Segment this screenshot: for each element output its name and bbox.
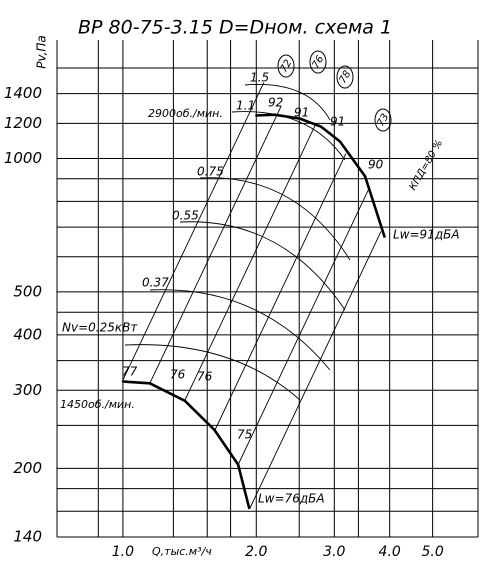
chart-title: ВР 80-75-3.15 D=Dном. схема 1: [78, 17, 392, 39]
annotation: 91: [330, 115, 345, 129]
y-axis-label: Pv,Па: [35, 35, 49, 69]
label-circle: [309, 50, 327, 74]
annotation: 91: [294, 106, 309, 120]
diagonal-line: [214, 153, 347, 431]
y-tick-label: 1400: [4, 84, 42, 102]
annotation: 0.55: [172, 209, 199, 223]
annotation: КПД=80 %: [408, 138, 446, 192]
y-tick-label: 400: [13, 325, 42, 343]
annotation: 77: [122, 365, 138, 379]
annotation: Nv=0.25кВт: [62, 321, 138, 335]
series-label: 2900об./мин.: [148, 107, 223, 120]
label-circle: [374, 108, 392, 132]
annotation: 75: [237, 428, 252, 442]
x-axis-label: Q,тыс.м³/ч: [152, 545, 212, 558]
annotation: 73: [375, 112, 391, 129]
y-tick-label: 500: [13, 282, 42, 300]
series-label: 1450об./мин.: [60, 398, 135, 411]
x-tick-label: 1.0: [112, 544, 134, 560]
annotation: Lw=76дБA: [258, 492, 325, 506]
power-arc: [179, 221, 346, 311]
power-arc: [149, 289, 331, 371]
diagonal-line: [237, 188, 370, 466]
label-circle: [336, 65, 354, 89]
annotation: 1.1: [236, 99, 255, 113]
annotation: 92: [268, 96, 283, 110]
curve: [255, 113, 387, 238]
y-tick-label: 1000: [4, 149, 42, 167]
annotation: 78: [337, 69, 353, 86]
diagonal-line: [121, 82, 265, 383]
annotation: 72: [278, 58, 294, 75]
power-arc: [231, 111, 346, 161]
annotation: Lw=91дБA: [393, 228, 460, 242]
power-arc: [199, 177, 351, 261]
power-arc: [124, 344, 301, 401]
annotation: 0.75: [197, 165, 224, 179]
label-circle: [277, 54, 295, 78]
x-tick-label: 2.0: [245, 544, 267, 560]
annotation: 0.37: [142, 276, 169, 290]
x-tick-label: 5.0: [421, 544, 443, 560]
annotation: 90: [368, 158, 384, 172]
diagonal-line: [184, 123, 317, 401]
y-tick-label: 300: [13, 381, 42, 399]
curve: [122, 380, 251, 510]
y-tick-label: 200: [13, 459, 42, 477]
power-arc: [244, 84, 331, 121]
diagonal-line: [249, 231, 382, 509]
diagonal-line: [149, 106, 282, 384]
annotation: 76: [197, 370, 213, 384]
x-tick-label: 3.0: [323, 544, 345, 560]
y-tick-label: 1200: [4, 114, 42, 132]
annotation: 1.5: [250, 71, 269, 85]
x-tick-label: 4.0: [379, 544, 401, 560]
y-tick-label: 140: [13, 528, 42, 546]
annotation: 76: [170, 368, 186, 382]
